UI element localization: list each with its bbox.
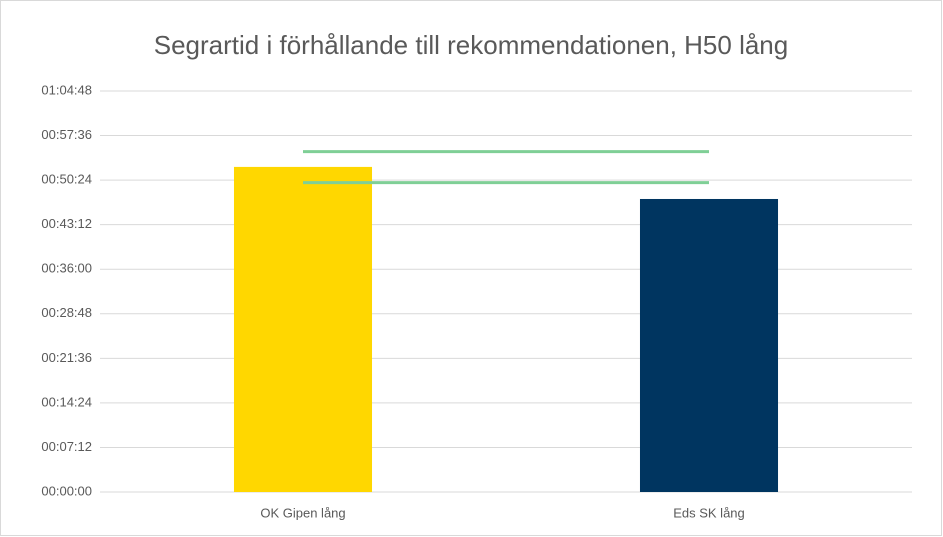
y-tick-label: 00:50:24 bbox=[41, 172, 92, 187]
y-tick-label: 00:00:00 bbox=[41, 483, 92, 498]
chart-title: Segrartid i förhållande till rekommendat… bbox=[154, 30, 788, 60]
bar bbox=[233, 166, 373, 492]
y-tick-label: 00:07:12 bbox=[41, 439, 92, 454]
y-tick-label: 00:14:24 bbox=[41, 394, 92, 409]
y-tick-label: 00:57:36 bbox=[41, 127, 92, 142]
bar bbox=[639, 198, 779, 492]
x-tick-label: Eds SK lång bbox=[673, 505, 745, 520]
y-tick-label: 00:36:00 bbox=[41, 261, 92, 276]
y-tick-label: 00:43:12 bbox=[41, 216, 92, 231]
y-tick-label: 01:04:48 bbox=[41, 82, 92, 97]
x-tick-label: OK Gipen lång bbox=[260, 505, 345, 520]
y-tick-label: 00:21:36 bbox=[41, 350, 92, 365]
y-tick-label: 00:28:48 bbox=[41, 305, 92, 320]
